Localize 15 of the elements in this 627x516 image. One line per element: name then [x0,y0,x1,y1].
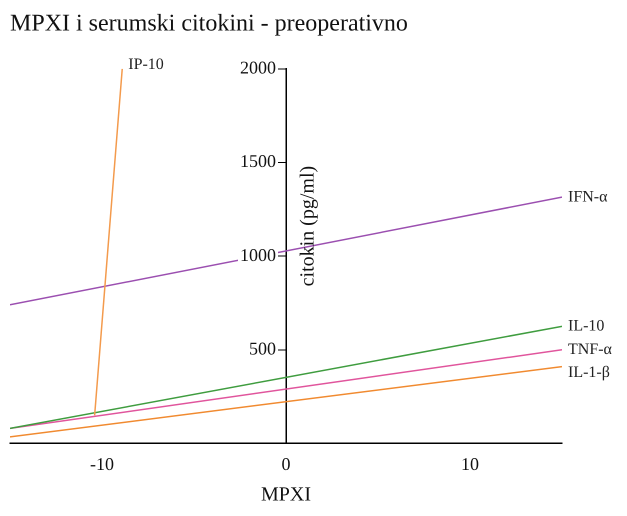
y-tick-label: 1000 [240,244,276,265]
x-tick-label: 10 [461,454,479,474]
chart-title: MPXI i serumski citokini - preoperativno [10,10,408,37]
y-axis-title: citokin (pg/ml) [296,166,318,286]
series-label: IL-10 [568,318,604,335]
x-tick-label: -10 [90,454,114,474]
x-tick-label: 0 [282,454,290,474]
series-label: IL-1-β [568,364,610,381]
y-tick-label: 1500 [240,151,276,172]
series-label: IP-10 [128,56,164,74]
x-axis-title: MPXI [260,483,312,506]
series-label: TNF-α [568,340,613,358]
series-label: IFN-α [568,188,608,206]
y-tick-label: 500 [249,338,276,358]
y-tick-label: 2000 [240,58,276,78]
